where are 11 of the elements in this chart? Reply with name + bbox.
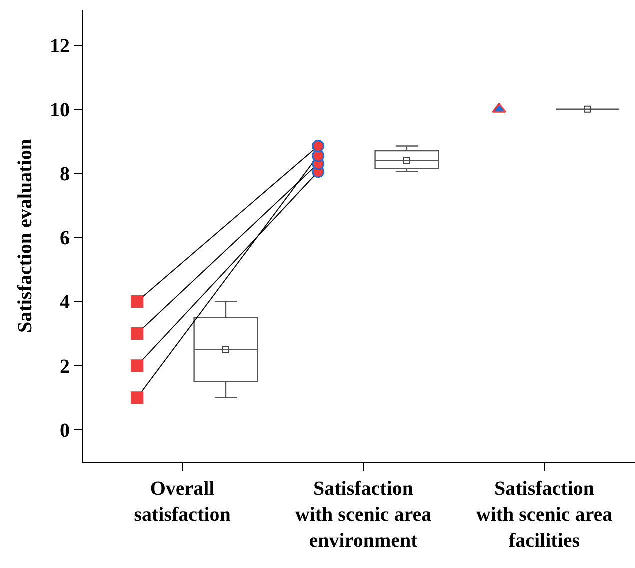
y-axis-title: Satisfaction evaluation (14, 139, 36, 333)
y-tick-label: 0 (60, 420, 70, 442)
y-tick-label: 8 (60, 163, 70, 186)
y-tick-label: 2 (60, 356, 70, 378)
y-tick-label: 12 (50, 35, 70, 58)
x-tick-label: Satisfaction with scenic area environment (295, 478, 432, 552)
y-tick-label: 10 (50, 99, 70, 122)
y-tick-label: 6 (60, 228, 70, 250)
y-tick-label: 4 (60, 292, 70, 314)
x-tick-label: Satisfaction with scenic area facilities (476, 478, 613, 552)
x-tick-label: Overall satisfaction (134, 478, 231, 526)
